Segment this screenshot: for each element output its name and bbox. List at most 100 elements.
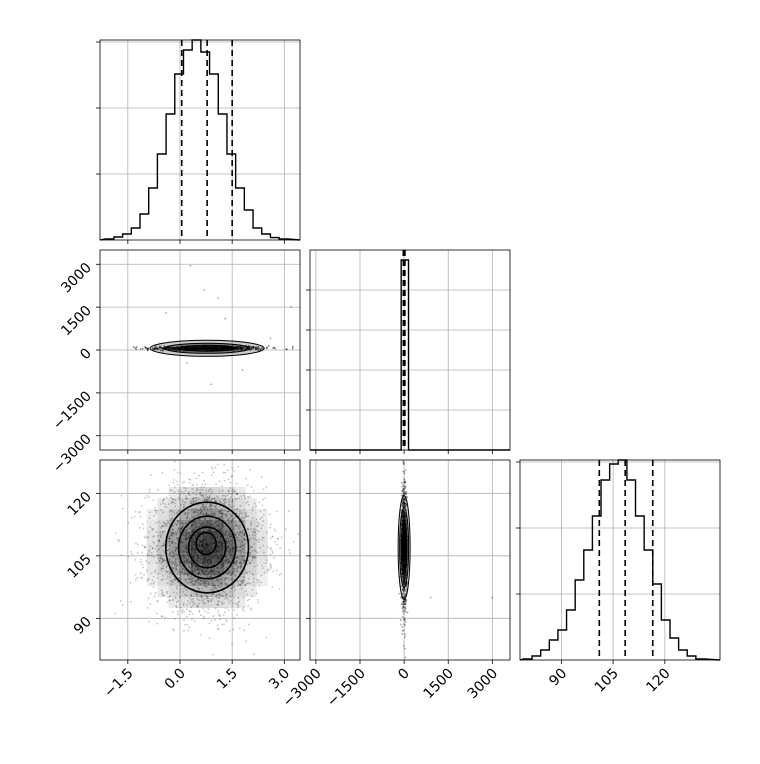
scatter-xz-point xyxy=(130,550,132,553)
scatter-xz-point xyxy=(249,553,251,556)
scatter-xz-point xyxy=(261,504,264,507)
scatter-xz-point xyxy=(159,534,162,537)
scatter-xz-point xyxy=(211,474,213,477)
scatter-xz-point xyxy=(222,506,225,509)
scatter-xz-point xyxy=(240,531,243,534)
scatter-xz-point xyxy=(205,493,207,496)
scatter-xz-point xyxy=(161,530,164,533)
scatter-xz-point xyxy=(180,565,183,568)
scatter-xz-point xyxy=(261,567,264,569)
scatter-xz-point xyxy=(219,505,222,507)
scatter-xz-point xyxy=(235,561,238,564)
scatter-xz-point xyxy=(235,482,238,485)
scatter-xz-point xyxy=(205,506,207,508)
scatter-xz-point xyxy=(255,539,258,542)
scatter-xz-point xyxy=(170,531,173,534)
scatter-xz-point xyxy=(176,511,179,514)
scatter-xz-point xyxy=(233,525,236,528)
scatter-xz-point xyxy=(175,567,177,570)
scatter-xz-point xyxy=(207,608,210,611)
scatter-xz-point xyxy=(177,538,179,541)
scatter-xz-point xyxy=(148,488,151,491)
scatter-xz-point xyxy=(173,491,176,494)
scatter-xz-density-cell xyxy=(146,553,158,564)
scatter-xz-point xyxy=(187,629,190,632)
scatter-xz-point xyxy=(196,593,199,595)
scatter-xz-point xyxy=(243,538,246,541)
scatter-xz-point xyxy=(236,556,239,559)
scatter-xz-point xyxy=(248,582,251,585)
scatter-xz-point xyxy=(276,543,279,546)
scatter-xz-point xyxy=(243,560,246,562)
scatter-xz-point xyxy=(205,499,208,501)
scatter-xz-point xyxy=(218,596,221,599)
scatter-yz-point xyxy=(400,482,403,484)
scatter-xz-point xyxy=(159,555,161,558)
scatter-xz-point xyxy=(272,570,275,573)
scatter-xz-point xyxy=(167,537,170,540)
scatter-xz-point xyxy=(242,519,244,522)
scatter-xz-point xyxy=(193,583,196,585)
scatter-xz-density-cell xyxy=(201,509,213,520)
scatter-xy-point xyxy=(155,347,157,350)
scatter-xz-point xyxy=(209,507,212,510)
scatter-xz-point xyxy=(157,548,160,551)
scatter-xz-point xyxy=(237,527,240,530)
scatter-xz-point xyxy=(184,489,187,492)
scatter-xz-density-cell xyxy=(157,509,169,520)
scatter-xz-point xyxy=(219,618,222,621)
scatter-xz-point xyxy=(238,533,240,536)
scatter-xz-point xyxy=(194,580,197,583)
scatter-xz-point xyxy=(261,536,264,539)
scatter-xz-density-cell xyxy=(212,487,224,498)
scatter-xz-point xyxy=(194,501,197,503)
scatter-xz-point xyxy=(197,578,200,580)
scatter-xz-point xyxy=(232,617,235,620)
scatter-xy-point xyxy=(173,347,176,349)
scatter-xz-point xyxy=(162,560,164,563)
scatter-xz-point xyxy=(206,496,208,498)
scatter-xz-point xyxy=(176,519,178,522)
scatter-xy-ytick-label-0: −3000 xyxy=(50,431,95,476)
scatter-xz-point xyxy=(207,580,209,582)
scatter-xz-point xyxy=(227,518,229,521)
scatter-xz-point xyxy=(239,559,242,562)
scatter-xy-point xyxy=(255,346,258,349)
scatter-xz-point xyxy=(223,499,225,502)
scatter-xz-point xyxy=(220,581,223,584)
scatter-xz-point xyxy=(186,511,189,514)
scatter-xz-density-cell xyxy=(245,586,257,597)
scatter-xz-point xyxy=(213,584,215,587)
scatter-xz-point xyxy=(160,589,163,592)
scatter-xz-point xyxy=(198,509,200,512)
scatter-xz-point xyxy=(179,574,182,577)
scatter-xz-point xyxy=(263,571,266,574)
scatter-xz-point xyxy=(215,500,218,503)
scatter-xz-point xyxy=(154,569,157,572)
scatter-xz-point xyxy=(171,533,173,536)
scatter-yz-contour-3 xyxy=(401,533,407,562)
scatter-xz-point xyxy=(205,511,208,514)
scatter-xz-point xyxy=(187,577,190,580)
scatter-xz-point xyxy=(265,486,268,489)
scatter-xz-point xyxy=(156,572,159,575)
scatter-xz-point xyxy=(221,517,223,520)
scatter-xz-point xyxy=(178,498,181,501)
scatter-xz-point xyxy=(155,531,158,533)
scatter-xy-outlier-5 xyxy=(241,369,244,371)
scatter-xz-point xyxy=(243,560,246,563)
scatter-xz-density-cell xyxy=(256,542,268,553)
scatter-xz-density-cell xyxy=(223,597,235,608)
scatter-xz-point xyxy=(136,552,139,554)
scatter-xz-point xyxy=(211,497,214,500)
scatter-xz-point xyxy=(175,533,178,536)
scatter-xz-point xyxy=(195,581,198,583)
scatter-xz-point xyxy=(184,497,187,500)
scatter-xz-point xyxy=(159,557,162,560)
scatter-xz-point xyxy=(237,604,240,607)
scatter-xz-point xyxy=(161,591,164,594)
scatter-xz-point xyxy=(213,511,216,514)
scatter-xz-point xyxy=(204,483,207,486)
scatter-xz-point xyxy=(186,526,189,529)
scatter-xz-point xyxy=(250,528,252,530)
